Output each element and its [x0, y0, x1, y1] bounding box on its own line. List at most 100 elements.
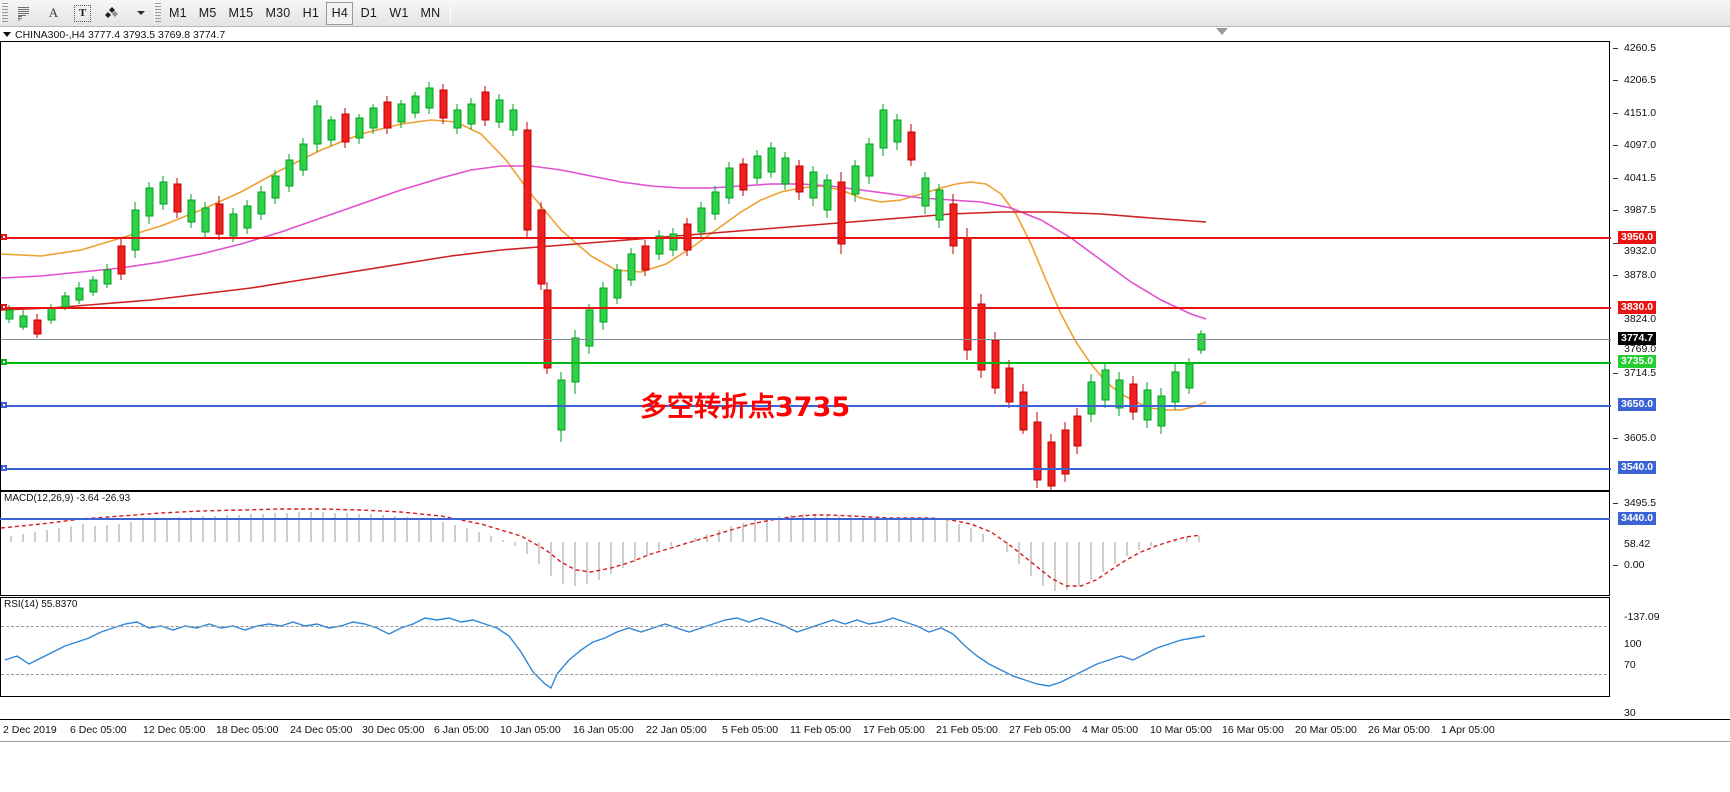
level-tag-3650[interactable]: 3650.0: [1618, 398, 1657, 411]
level-tag-3830[interactable]: 3830.0: [1618, 301, 1657, 314]
rsi-axis-label: 30: [1624, 707, 1636, 719]
axis-label: 4041.5: [1624, 172, 1657, 184]
level-handle-3950-left[interactable]: [1, 234, 7, 240]
date-label: 30 Dec 05:00: [362, 724, 425, 736]
date-label: 12 Dec 05:00: [143, 724, 206, 736]
rsi-axis-label: 70: [1624, 659, 1636, 671]
rsi-pane[interactable]: RSI(14) 55.8370: [0, 597, 1610, 697]
level-tag-3440[interactable]: 3440.0: [1618, 512, 1657, 525]
macd-axis-label: -137.09: [1624, 611, 1660, 623]
rsi-level-30-line: [1, 674, 1607, 675]
rsi-header-label: RSI(14) 55.8370: [4, 599, 78, 610]
level-handle-3830-left[interactable]: [1, 304, 7, 310]
date-axis[interactable]: 2 Dec 2019 6 Dec 05:00 12 Dec 05:00 18 D…: [0, 719, 1730, 741]
price-axis[interactable]: 4260.5 4206.5 4151.0 4097.0 4041.5 3987.…: [1610, 41, 1730, 721]
level-line-3735[interactable]: [1, 362, 1611, 364]
macd-series: [1, 508, 1202, 591]
main-toolbar: F A T M1 M5 M15 M30 H1 H4 D1 W1 MN: [0, 0, 1730, 27]
axis-tick: [1613, 113, 1618, 114]
chart-bars-icon-button[interactable]: F: [11, 2, 38, 25]
rsi-line: [4, 617, 1206, 690]
level-tag-3540[interactable]: 3540.0: [1618, 461, 1657, 474]
axis-label: 3878.0: [1624, 269, 1657, 281]
date-label: 24 Dec 05:00: [290, 724, 353, 736]
indicators-button[interactable]: [98, 2, 125, 25]
axis-label: 4097.0: [1624, 139, 1657, 151]
axis-label: 4151.0: [1624, 107, 1657, 119]
chart-annotation-text[interactable]: 多空转折点3735: [640, 392, 851, 423]
date-label: 11 Feb 05:00: [790, 724, 852, 736]
axis-label: 3605.0: [1624, 432, 1657, 444]
ma-red-line: [1, 211, 1207, 311]
level-line-3650[interactable]: [1, 405, 1611, 407]
timeframe-h1[interactable]: H1: [302, 6, 320, 20]
axis-label: 3932.0: [1624, 245, 1657, 257]
rsi-level-70-line: [1, 626, 1607, 627]
date-label: 16 Mar 05:00: [1222, 724, 1284, 736]
date-label: 4 Mar 05:00: [1082, 724, 1139, 736]
text-box-button[interactable]: T: [69, 2, 96, 25]
macd-pane[interactable]: MACD(12,26,9) -3.64 -26.93: [0, 491, 1610, 596]
timeframe-m15[interactable]: M15: [228, 6, 254, 20]
candlestick-series: [1, 82, 1207, 490]
chart-bars-icon: F: [16, 5, 33, 22]
level-line-3830[interactable]: [1, 307, 1611, 309]
timeframe-h4[interactable]: H4: [326, 1, 354, 25]
symbol-ohlc-text: CHINA300-,H4 3777.4 3793.5 3769.8 3774.7: [15, 28, 226, 41]
timeframe-w1[interactable]: W1: [389, 6, 409, 20]
macd-axis-label: 58.42: [1624, 538, 1651, 550]
ma-orange-line: [1, 119, 1207, 411]
scroll-position-marker-icon[interactable]: [1216, 28, 1228, 35]
toolbar-drag-handle[interactable]: [1, 2, 8, 24]
level-tag-3950[interactable]: 3950.0: [1618, 231, 1657, 244]
date-label: 16 Jan 05:00: [573, 724, 634, 736]
date-label: 17 Feb 05:00: [863, 724, 925, 736]
timeframe-m1[interactable]: M1: [169, 6, 187, 20]
axis-tick: [1613, 565, 1618, 566]
ma-magenta-line: [1, 165, 1207, 320]
axis-tick: [1613, 373, 1618, 374]
level-handle-3540-left[interactable]: [1, 465, 7, 471]
date-label: 10 Mar 05:00: [1150, 724, 1212, 736]
timeframe-mn[interactable]: MN: [420, 6, 441, 20]
timeframe-d1[interactable]: D1: [360, 6, 378, 20]
indicators-dropdown-button[interactable]: [127, 2, 152, 25]
macd-signal-line: [1, 508, 1202, 587]
window-bottom-edge: [0, 741, 1730, 743]
indicators-diamond-icon: [103, 5, 120, 22]
text-label-button[interactable]: A: [40, 2, 67, 25]
date-label: 22 Jan 05:00: [646, 724, 707, 736]
date-label: 10 Jan 05:00: [500, 724, 561, 736]
axis-label: 4260.5: [1624, 42, 1657, 54]
timeframe-m5[interactable]: M5: [198, 6, 217, 20]
collapse-triangle-icon[interactable]: [3, 32, 11, 37]
last-price-line-3774: [1, 339, 1611, 340]
date-label: 27 Feb 05:00: [1009, 724, 1071, 736]
axis-tick: [1613, 503, 1618, 504]
last-price-tag: 3774.7: [1618, 332, 1657, 345]
level-line-3950[interactable]: [1, 237, 1611, 239]
rsi-axis-label: 100: [1624, 638, 1642, 650]
level-handle-3735-left[interactable]: [1, 359, 7, 365]
level-line-3440[interactable]: [0, 518, 1610, 520]
axis-label: 3714.5: [1624, 367, 1657, 379]
timeframe-group-drag-handle[interactable]: [154, 2, 161, 24]
level-tag-3735[interactable]: 3735.0: [1618, 355, 1657, 368]
axis-tick: [1613, 243, 1618, 244]
axis-label: 3987.5: [1624, 204, 1657, 216]
text-box-icon: T: [74, 4, 91, 22]
axis-tick: [1613, 48, 1618, 49]
timeframe-m30[interactable]: M30: [265, 6, 291, 20]
date-label: 18 Dec 05:00: [216, 724, 279, 736]
axis-tick: [1613, 275, 1618, 276]
macd-header-label: MACD(12,26,9) -3.64 -26.93: [4, 493, 131, 504]
date-label: 21 Feb 05:00: [936, 724, 998, 736]
level-line-3540[interactable]: [1, 468, 1611, 470]
axis-tick: [1613, 80, 1618, 81]
date-label: 1 Apr 05:00: [1441, 724, 1495, 736]
date-label: 26 Mar 05:00: [1368, 724, 1430, 736]
level-handle-3650-left[interactable]: [1, 402, 7, 408]
letter-a-icon: A: [48, 5, 59, 20]
price-pane[interactable]: 多空转折点3735: [0, 41, 1611, 491]
macd-histogram: [10, 512, 1200, 591]
